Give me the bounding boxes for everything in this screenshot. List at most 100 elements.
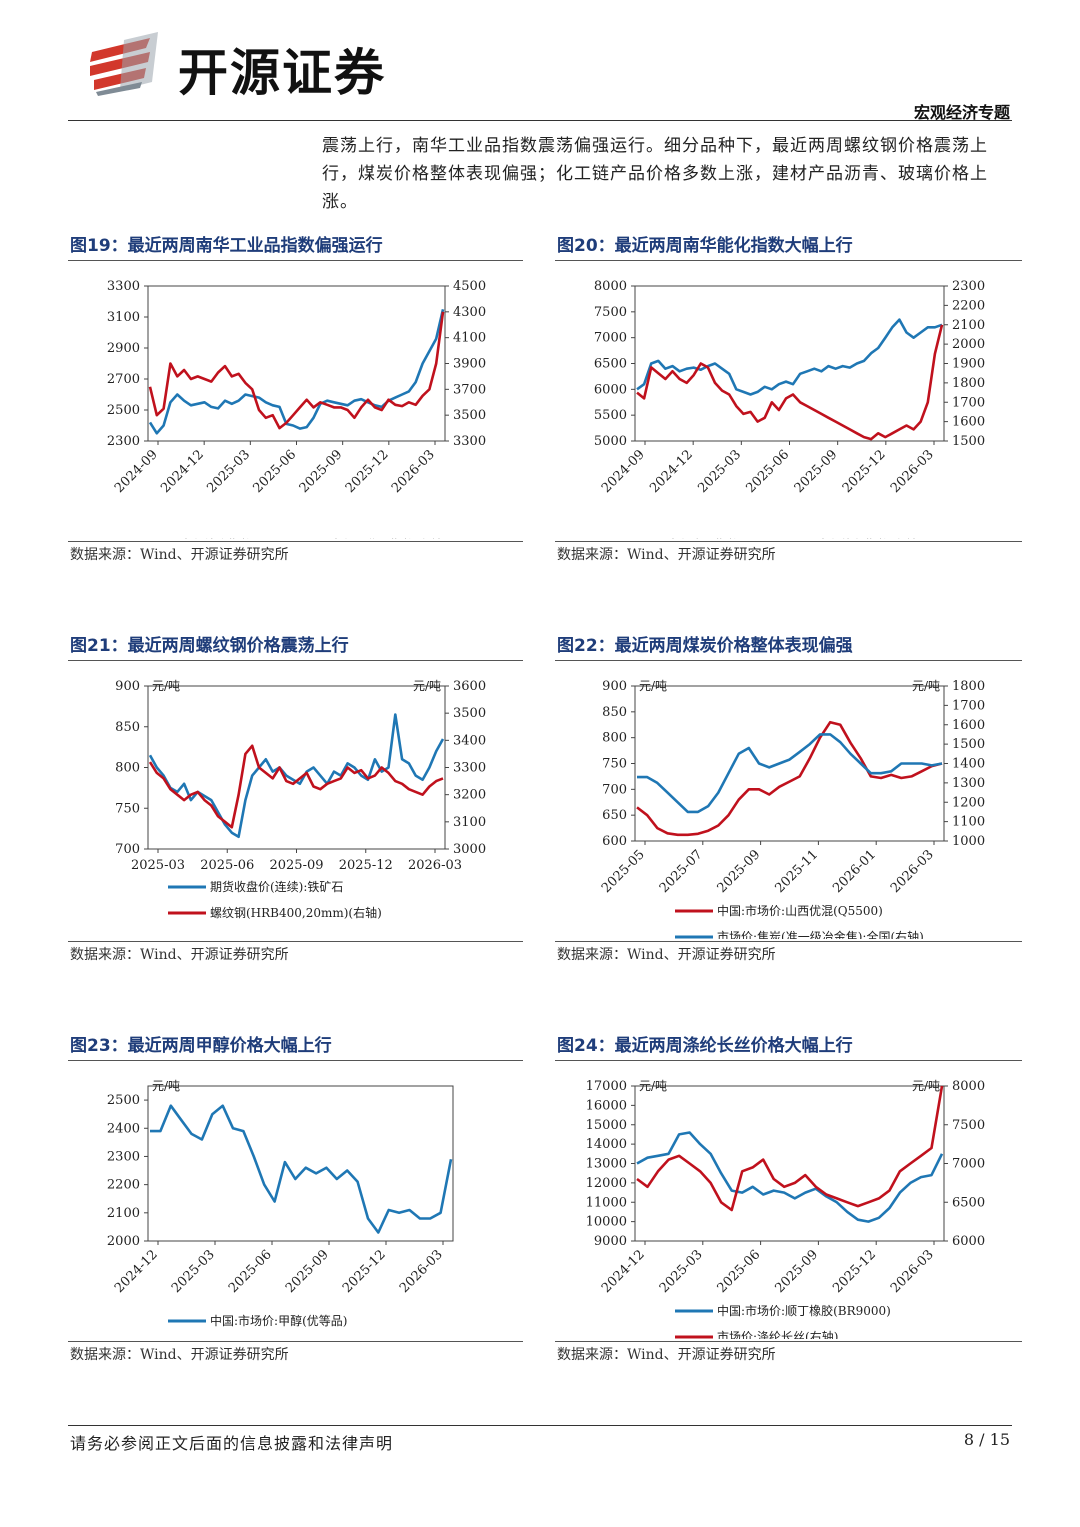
y-tick-label: 16000	[586, 1098, 627, 1113]
y2-tick-label: 2200	[952, 298, 985, 313]
series-line	[636, 1131, 944, 1223]
y-tick-label: 650	[602, 808, 627, 823]
x-tick-label: 2026-03	[408, 858, 462, 873]
brand-name: 开源证券	[178, 44, 386, 102]
y-tick-label: 700	[115, 842, 140, 857]
plot-frame	[634, 1085, 945, 1242]
y-tick-label: 2100	[107, 1206, 140, 1221]
x-tick-label: 2025-09	[297, 447, 346, 496]
y-tick-label: 8000	[594, 279, 627, 294]
x-tick-label: 2025-12	[840, 447, 889, 496]
figure-21: 图21：最近两周螺纹钢价格震荡上行 700 750 800 850 900 元/吨 3000…	[68, 632, 523, 968]
x-tick-label: 2025-06	[200, 858, 254, 873]
y2-tick-label: 1200	[952, 795, 985, 810]
y2-tick-label: 1900	[952, 357, 985, 372]
series-line	[636, 1085, 944, 1212]
y-tick-label: 750	[115, 801, 140, 816]
y-tick-label: 13000	[586, 1157, 627, 1172]
series-line	[148, 311, 445, 430]
series-line	[148, 309, 445, 435]
x-tick-label: 2025-03	[657, 1247, 706, 1296]
x-tick-label: 2026-03	[397, 1247, 446, 1296]
y-tick-label: 600	[602, 834, 627, 849]
x-tick-label: 2025-03	[131, 858, 185, 873]
y2-tick-label: 1300	[952, 776, 985, 791]
y-tick-label: 7000	[594, 331, 627, 346]
y2-tick-label: 7500	[952, 1118, 985, 1133]
brand-logo-icon	[90, 32, 158, 96]
figure-20: 图20：最近两周南华能化指数大幅上行 5000 5500 6000 6500 7000 7…	[555, 232, 1022, 568]
legend-label: 南华综合指数	[180, 537, 252, 539]
y2-tick-label: 1000	[952, 834, 985, 849]
x-tick-label: 2024-12	[647, 447, 696, 496]
x-tick-label: 2025-12	[830, 1247, 879, 1296]
y2-tick-label: 7000	[952, 1157, 985, 1172]
y-tick-label: 2300	[107, 434, 140, 449]
figure-title: 图19：最近两周南华工业品指数偏强运行	[68, 232, 523, 261]
figure-source: 数据来源：Wind、开源证券研究所	[68, 1341, 523, 1368]
chart-svg: 5000 5500 6000 6500 7000 7500 8000 1500 1600 1700…	[594, 279, 985, 539]
y-tick-label: 5000	[594, 434, 627, 449]
x-tick-label: 2025-06	[744, 447, 793, 496]
figure-title: 图21：最近两周螺纹钢价格震荡上行	[68, 632, 523, 661]
y-unit-left: 元/吨	[152, 679, 180, 693]
y2-tick-label: 1700	[952, 698, 985, 713]
y-tick-label: 10000	[586, 1215, 627, 1230]
figure-22: 图22：最近两周煤炭价格整体表现偏强 600 650 700 750 800 850 900…	[555, 632, 1022, 968]
series-line	[150, 1104, 453, 1234]
y2-tick-label: 3200	[453, 788, 486, 803]
figure-source: 数据来源：Wind、开源证券研究所	[555, 1341, 1022, 1368]
y2-tick-label: 4300	[453, 305, 486, 320]
x-tick-label: 2026-03	[888, 847, 937, 896]
legend-label: 中国:市场价:甲醇(优等品)	[210, 1313, 347, 1328]
legend-label: 中国:市场价:山西优混(Q5500)	[717, 903, 883, 918]
y2-tick-label: 1500	[952, 737, 985, 752]
x-tick-label: 2025-12	[340, 1247, 389, 1296]
y2-tick-label: 1600	[952, 415, 985, 430]
x-tick-label: 2026-01	[830, 847, 879, 896]
y-tick-label: 2000	[107, 1234, 140, 1249]
y2-tick-label: 2100	[952, 318, 985, 333]
y-tick-label: 2500	[107, 403, 140, 418]
chart-svg: 700 750 800 850 900 元/吨 3000 3100 3200 3300 3400 35…	[115, 679, 486, 920]
plot-frame	[147, 685, 446, 850]
y-tick-label: 850	[115, 720, 140, 735]
y2-tick-label: 3400	[453, 733, 486, 748]
x-tick-label: 2025-03	[204, 447, 253, 496]
y-tick-label: 15000	[586, 1118, 627, 1133]
x-tick-label: 2025-09	[283, 1247, 332, 1296]
y-tick-label: 2200	[107, 1178, 140, 1193]
legend-label: 螺纹钢(HRB400,20mm)(右轴)	[210, 905, 382, 920]
y-tick-label: 900	[602, 679, 627, 694]
figure-23: 图23：最近两周甲醇价格大幅上行 2000 2100 2200 2300 2400 250…	[68, 1032, 523, 1368]
chart-svg: 9000 10000 11000 12000 13000 14000 15000 16000 1…	[586, 1079, 985, 1339]
y2-tick-label: 4500	[453, 279, 486, 294]
y-tick-label: 7500	[594, 305, 627, 320]
y-unit-right: 元/吨	[912, 1079, 940, 1093]
series-line	[636, 324, 944, 441]
header-divider	[68, 120, 1012, 121]
y2-tick-label: 2000	[952, 337, 985, 352]
x-tick-label: 2025-07	[657, 847, 706, 896]
y-unit-left: 元/吨	[639, 1079, 667, 1093]
x-tick-label: 2025-06	[715, 1247, 764, 1296]
x-tick-label: 2025-09	[772, 1247, 821, 1296]
y-tick-label: 3100	[107, 310, 140, 325]
x-tick-label: 2025-09	[269, 858, 323, 873]
y-tick-label: 2500	[107, 1093, 140, 1108]
x-tick-label: 2025-11	[772, 847, 821, 896]
legend-label: 南华金属指数	[667, 537, 739, 539]
page-number: 8 / 15	[963, 1430, 1010, 1449]
footer-disclaimer: 请务必参阅正文后面的信息披露和法律声明	[70, 1434, 394, 1453]
y2-tick-label: 8000	[952, 1079, 985, 1094]
x-tick-label: 2024-12	[158, 447, 207, 496]
y-unit-left: 元/吨	[639, 679, 667, 693]
figure-title: 图23：最近两周甲醇价格大幅上行	[68, 1032, 523, 1061]
footer-divider	[68, 1425, 1012, 1426]
chart-svg: 600 650 700 750 800 850 900 元/吨 1000 1100 1200 1300…	[599, 679, 985, 939]
x-tick-label: 2026-03	[389, 447, 438, 496]
y-tick-label: 9000	[594, 1234, 627, 1249]
y-tick-label: 14000	[586, 1137, 627, 1152]
series-line	[636, 720, 943, 837]
